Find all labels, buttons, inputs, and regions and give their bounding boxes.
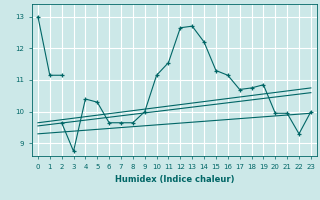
X-axis label: Humidex (Indice chaleur): Humidex (Indice chaleur) bbox=[115, 175, 234, 184]
